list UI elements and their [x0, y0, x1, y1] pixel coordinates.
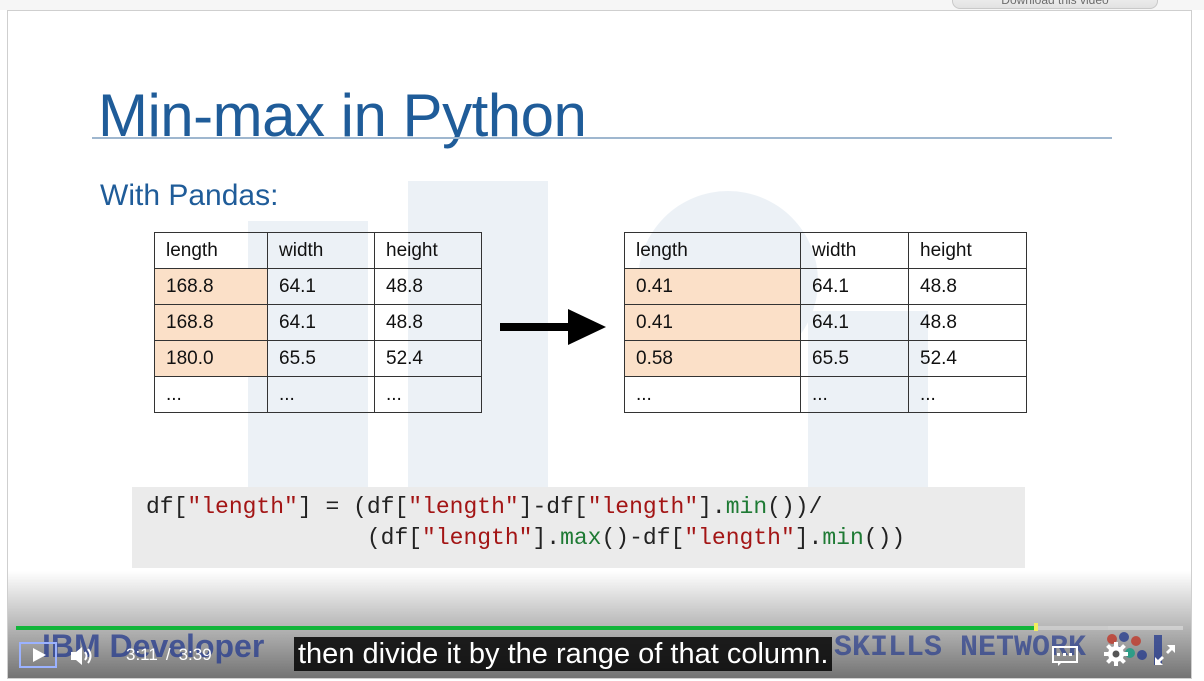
table-cell: 64.1 [800, 304, 909, 341]
progress-played [16, 626, 1036, 630]
table-cell: 48.8 [908, 304, 1027, 341]
table-row: 0.41 64.1 48.8 [624, 268, 1027, 305]
table-cell: 64.1 [800, 268, 909, 305]
progress-scrubber[interactable] [1033, 623, 1038, 631]
table-after: length width height 0.41 64.1 48.8 0.41 … [624, 232, 1027, 413]
table-cell: ... [374, 376, 482, 413]
table-cell: 168.8 [154, 304, 268, 341]
table-cell: 180.0 [154, 340, 268, 377]
duration: 3:39 [178, 645, 212, 664]
table-cell: 65.5 [800, 340, 909, 377]
table-row: 0.41 64.1 48.8 [624, 304, 1027, 341]
column-header: width [267, 232, 375, 269]
table-cell: ... [908, 376, 1027, 413]
column-header: height [374, 232, 482, 269]
table-header-row: length width height [624, 232, 1027, 269]
table-row: 0.58 65.5 52.4 [624, 340, 1027, 377]
table-cell: 52.4 [908, 340, 1027, 377]
table-before: length width height 168.8 64.1 48.8 168.… [154, 232, 482, 413]
volume-button[interactable] [68, 644, 96, 668]
table-cell: ... [154, 376, 268, 413]
slide-title: Min-max in Python [98, 82, 587, 149]
volume-icon [71, 647, 92, 665]
slide-subtitle: With Pandas: [100, 179, 279, 212]
time-display: 3:11 / 3:39 [126, 645, 212, 665]
table-cell: 65.5 [267, 340, 375, 377]
subtitle-caption: then divide it by the range of that colu… [294, 637, 833, 671]
column-header: length [154, 232, 268, 269]
table-cell: 168.8 [154, 268, 268, 305]
title-divider [92, 137, 1112, 139]
code-block: df["length"] = (df["length"]-df["length"… [132, 487, 1025, 568]
download-video-button[interactable]: Download this video [952, 0, 1158, 9]
play-button[interactable] [19, 642, 57, 668]
table-cell: 0.58 [624, 340, 801, 377]
table-cell: 52.4 [374, 340, 482, 377]
skills-network-brand: SKILLS NETWORK [834, 631, 1087, 665]
fullscreen-icon [1155, 645, 1175, 665]
code-line-2: (df["length"].max()-df["length"].min()) [146, 525, 906, 551]
column-header: width [800, 232, 909, 269]
progress-buffered [1035, 626, 1109, 630]
table-cell: 64.1 [267, 304, 375, 341]
table-row: ... ... ... [624, 376, 1027, 413]
table-row: 180.0 65.5 52.4 [154, 340, 482, 377]
table-cell: 0.41 [624, 268, 801, 305]
slide-frame: Min-max in Python With Pandas: length wi… [8, 11, 1191, 678]
settings-button[interactable] [1103, 641, 1129, 667]
gear-icon [1104, 642, 1128, 666]
current-time: 3:11 [126, 645, 158, 664]
table-row: ... ... ... [154, 376, 482, 413]
code-line-1: df["length"] = (df["length"]-df["length"… [146, 494, 823, 520]
table-row: 168.8 64.1 48.8 [154, 268, 482, 305]
table-header-row: length width height [154, 232, 482, 269]
table-cell: 48.8 [374, 268, 482, 305]
table-cell: ... [267, 376, 375, 413]
table-cell: 48.8 [908, 268, 1027, 305]
table-cell: 48.8 [374, 304, 482, 341]
table-cell: ... [800, 376, 909, 413]
video-player[interactable]: Min-max in Python With Pandas: length wi… [7, 10, 1192, 679]
table-cell: 64.1 [267, 268, 375, 305]
captions-icon [1052, 646, 1078, 666]
play-icon [33, 648, 46, 662]
table-cell: 0.41 [624, 304, 801, 341]
column-header: height [908, 232, 1027, 269]
fullscreen-button[interactable] [1153, 643, 1177, 667]
captions-button[interactable] [1052, 646, 1078, 666]
table-row: 168.8 64.1 48.8 [154, 304, 482, 341]
code-text: df["length"] = (df["length"]-df["length"… [146, 492, 905, 554]
column-header: length [624, 232, 801, 269]
right-arrow-icon [500, 309, 606, 345]
table-cell: ... [624, 376, 801, 413]
page-top-strip [0, 0, 1204, 10]
progress-bar[interactable] [16, 623, 1183, 631]
time-separator: / [165, 645, 171, 664]
